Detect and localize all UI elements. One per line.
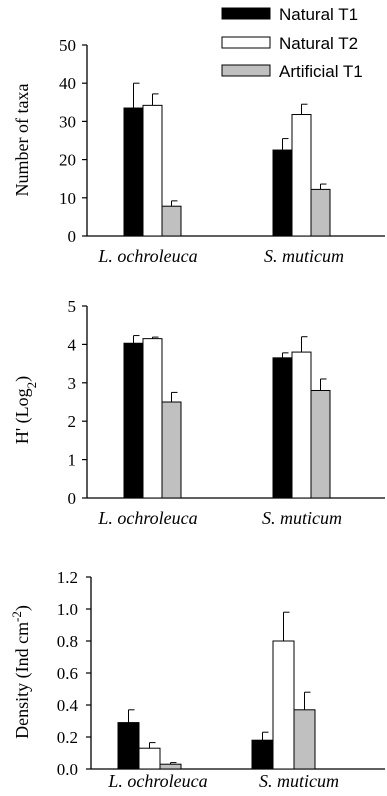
bar xyxy=(272,357,293,499)
panel-density: 0.0 0.2 0.4 0.6 0.8 1.0 1.2 Density (Ind cm-2)… xyxy=(9,568,385,791)
y-tick-label: 5 xyxy=(68,297,77,316)
bar xyxy=(161,205,182,237)
panel-number-of-taxa: 0 10 20 30 40 50 Number of taxa L. ochroleuca… xyxy=(12,36,385,266)
legend-swatch-artificial-t1 xyxy=(221,64,271,77)
y-tick-label: 30 xyxy=(59,112,76,131)
legend: Natural T1 Natural T2 Artificial T1 xyxy=(221,5,363,81)
y-tick-label: 0 xyxy=(68,489,77,508)
bar xyxy=(272,149,293,237)
bar xyxy=(142,338,163,499)
plot-area: 0 1 2 3 4 5 xyxy=(68,297,385,508)
y-axis-title-subscript: 2 xyxy=(24,382,39,389)
bar xyxy=(293,709,316,770)
plot-area: 0.0 0.2 0.4 0.6 0.8 1.0 1.2 xyxy=(57,568,385,779)
y-tick-label: 0.6 xyxy=(57,664,78,683)
bar xyxy=(161,401,182,499)
bar xyxy=(117,722,140,770)
y-tick-label: 1.2 xyxy=(57,568,78,587)
y-tick-label: 0.0 xyxy=(57,760,78,779)
legend-label-natural-t1: Natural T1 xyxy=(279,5,358,24)
bar xyxy=(291,114,312,237)
legend-label-artificial-t1: Artificial T1 xyxy=(279,62,363,81)
bar xyxy=(272,640,295,770)
y-tick-label: 20 xyxy=(59,151,76,170)
y-tick-label: 40 xyxy=(59,74,76,93)
panel-shannon-diversity: 0 1 2 3 4 5 H' (Log2) L. ochroleuca S. muticu… xyxy=(12,297,385,528)
bar xyxy=(123,342,144,499)
plot-area: 0 10 20 30 40 50 xyxy=(59,36,385,246)
bar xyxy=(310,188,331,237)
category-label: S. muticum xyxy=(264,246,344,266)
y-axis-title: Number of taxa xyxy=(12,84,32,197)
category-label: L. ochroleuca xyxy=(97,246,197,266)
y-tick-label: 4 xyxy=(68,335,77,354)
y-axis-title-superscript: -2 xyxy=(9,611,24,622)
bar xyxy=(310,389,331,499)
y-tick-label: 2 xyxy=(68,412,77,431)
category-label: L. ochroleuca xyxy=(97,508,197,528)
legend-swatch-natural-t2 xyxy=(221,36,271,49)
bar xyxy=(291,351,312,499)
bar xyxy=(142,104,163,237)
y-tick-label: 0 xyxy=(68,227,77,246)
y-tick-label: 50 xyxy=(59,36,76,55)
y-tick-label: 0.2 xyxy=(57,728,78,747)
category-label: S. muticum xyxy=(262,508,342,528)
y-axis-title: Density (Ind cm-2) xyxy=(9,605,34,739)
legend-label-natural-t2: Natural T2 xyxy=(279,34,358,53)
bar xyxy=(123,107,144,237)
bar xyxy=(138,747,161,770)
y-tick-label: 1 xyxy=(68,451,77,470)
y-tick-label: 1.0 xyxy=(57,600,78,619)
bar xyxy=(159,763,182,770)
y-tick-label: 0.8 xyxy=(57,632,78,651)
y-tick-label: 0.4 xyxy=(57,696,79,715)
bar xyxy=(251,739,274,770)
category-label: L. ochroleuca xyxy=(107,771,207,791)
y-tick-label: 3 xyxy=(68,374,77,393)
legend-swatch-natural-t1 xyxy=(221,7,271,20)
category-label: S. muticum xyxy=(259,771,339,791)
y-axis-title: H' (Log2) xyxy=(12,376,39,444)
y-tick-label: 10 xyxy=(59,189,76,208)
